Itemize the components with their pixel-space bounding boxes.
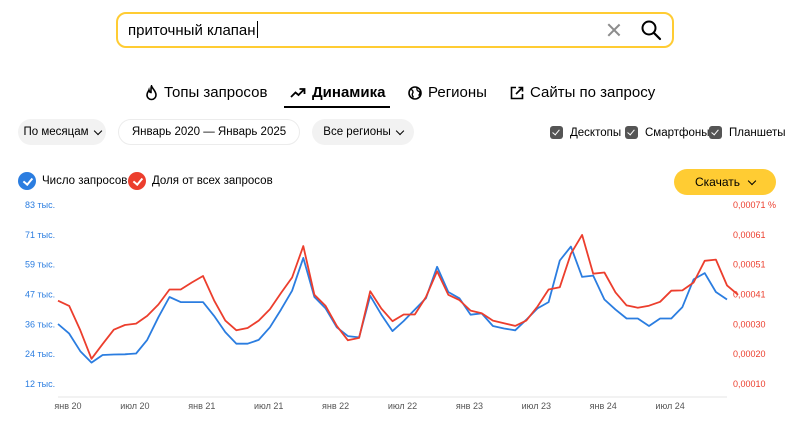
y-right-tick-label: 0,00030 (733, 319, 766, 329)
y-right-tick-label: 0,00061 (733, 230, 766, 240)
checkbox-checked-icon (709, 126, 722, 139)
checkbox-label: Смартфоны (645, 126, 710, 139)
region-label: Все регионы (323, 126, 391, 138)
x-tick-label: июл 22 (388, 401, 417, 411)
search-input[interactable]: приточный клапан (128, 21, 606, 39)
x-tick-label: янв 21 (188, 401, 215, 411)
series-line-query-count (57, 245, 728, 364)
grouping-label: По месяцам (23, 126, 89, 138)
x-tick-label: июл 24 (655, 401, 684, 411)
clear-search-icon[interactable] (606, 22, 622, 38)
tab-label: Регионы (428, 84, 487, 101)
x-tick-label: янв 24 (590, 401, 617, 411)
tabs: Топы запросов Динамика Регионы Сайты по … (0, 84, 800, 108)
tab-top-queries[interactable]: Топы запросов (145, 84, 267, 101)
legend-query-count[interactable]: Число запросов (18, 172, 127, 190)
download-button[interactable]: Скачать (674, 169, 776, 195)
search-icon[interactable] (640, 19, 662, 41)
checkbox-checked-icon (550, 126, 563, 139)
y-left-tick-label: 24 тыс. (25, 349, 55, 359)
grouping-select[interactable]: По месяцам (18, 119, 106, 145)
search-query-text: приточный клапан (128, 22, 256, 39)
x-tick-label: июл 20 (120, 401, 149, 411)
checkbox-desktops[interactable]: Десктопы (550, 126, 621, 139)
y-right-tick-label: 0,00051 (733, 260, 766, 270)
tab-label: Топы запросов (164, 84, 268, 101)
y-left-tick-label: 83 тыс. (25, 200, 55, 210)
x-tick-label: июл 23 (522, 401, 551, 411)
tab-sites[interactable]: Сайты по запросу (510, 84, 655, 101)
legend-share[interactable]: Доля от всех запросов (128, 172, 273, 190)
y-right-tick-label: 0,00041 (733, 290, 766, 300)
x-tick-label: янв 22 (322, 401, 349, 411)
globe-icon (408, 85, 422, 100)
download-label: Скачать (695, 175, 740, 189)
series-line-share (57, 234, 739, 360)
chevron-down-icon (93, 126, 102, 135)
tab-label: Сайты по запросу (530, 84, 656, 101)
check-circle-icon (128, 172, 146, 190)
y-right-tick-label: 0,00010 (733, 379, 766, 389)
x-tick-label: июл 21 (254, 401, 283, 411)
tab-regions[interactable]: Регионы (408, 84, 487, 101)
x-tick-label: янв 20 (54, 401, 81, 411)
checkbox-label: Десктопы (570, 126, 622, 139)
period-picker[interactable]: Январь 2020 — Январь 2025 (118, 119, 300, 145)
chevron-down-icon (395, 126, 404, 135)
checkbox-checked-icon (625, 126, 638, 139)
dynamics-chart: 83 тыс. 71 тыс. 59 тыс. 47 тыс. 36 тыс. 24 ты… (25, 200, 776, 411)
chevron-down-icon (747, 176, 757, 185)
y-left-tick-label: 71 тыс. (25, 230, 55, 240)
active-tab-indicator (284, 106, 390, 108)
y-right-tick-label: 0,00071 % (733, 200, 776, 210)
checkbox-smartphones[interactable]: Смартфоны (625, 126, 710, 139)
checkbox-tablets[interactable]: Планшеты (709, 126, 786, 139)
checkbox-label: Планшеты (729, 126, 786, 139)
tab-label: Динамика (312, 84, 386, 101)
legend-label: Доля от всех запросов (152, 175, 273, 187)
y-left-tick-label: 59 тыс. (25, 260, 55, 270)
y-left-tick-label: 47 тыс. (25, 290, 55, 300)
legend-label: Число запросов (42, 175, 128, 187)
y-right-tick-label: 0,00020 (733, 349, 766, 359)
y-left-tick-label: 12 тыс. (25, 379, 55, 389)
search-box[interactable]: приточный клапан (116, 12, 674, 48)
x-tick-label: янв 23 (456, 401, 483, 411)
tab-dynamics[interactable]: Динамика (290, 84, 385, 101)
y-left-tick-label: 36 тыс. (25, 319, 55, 329)
fire-icon (146, 84, 157, 100)
external-link-icon (510, 86, 524, 99)
period-label: Январь 2020 — Январь 2025 (131, 126, 287, 138)
check-circle-icon (18, 172, 36, 190)
text-caret (256, 21, 258, 38)
trend-up-icon (290, 87, 306, 98)
region-select[interactable]: Все регионы (312, 119, 414, 145)
